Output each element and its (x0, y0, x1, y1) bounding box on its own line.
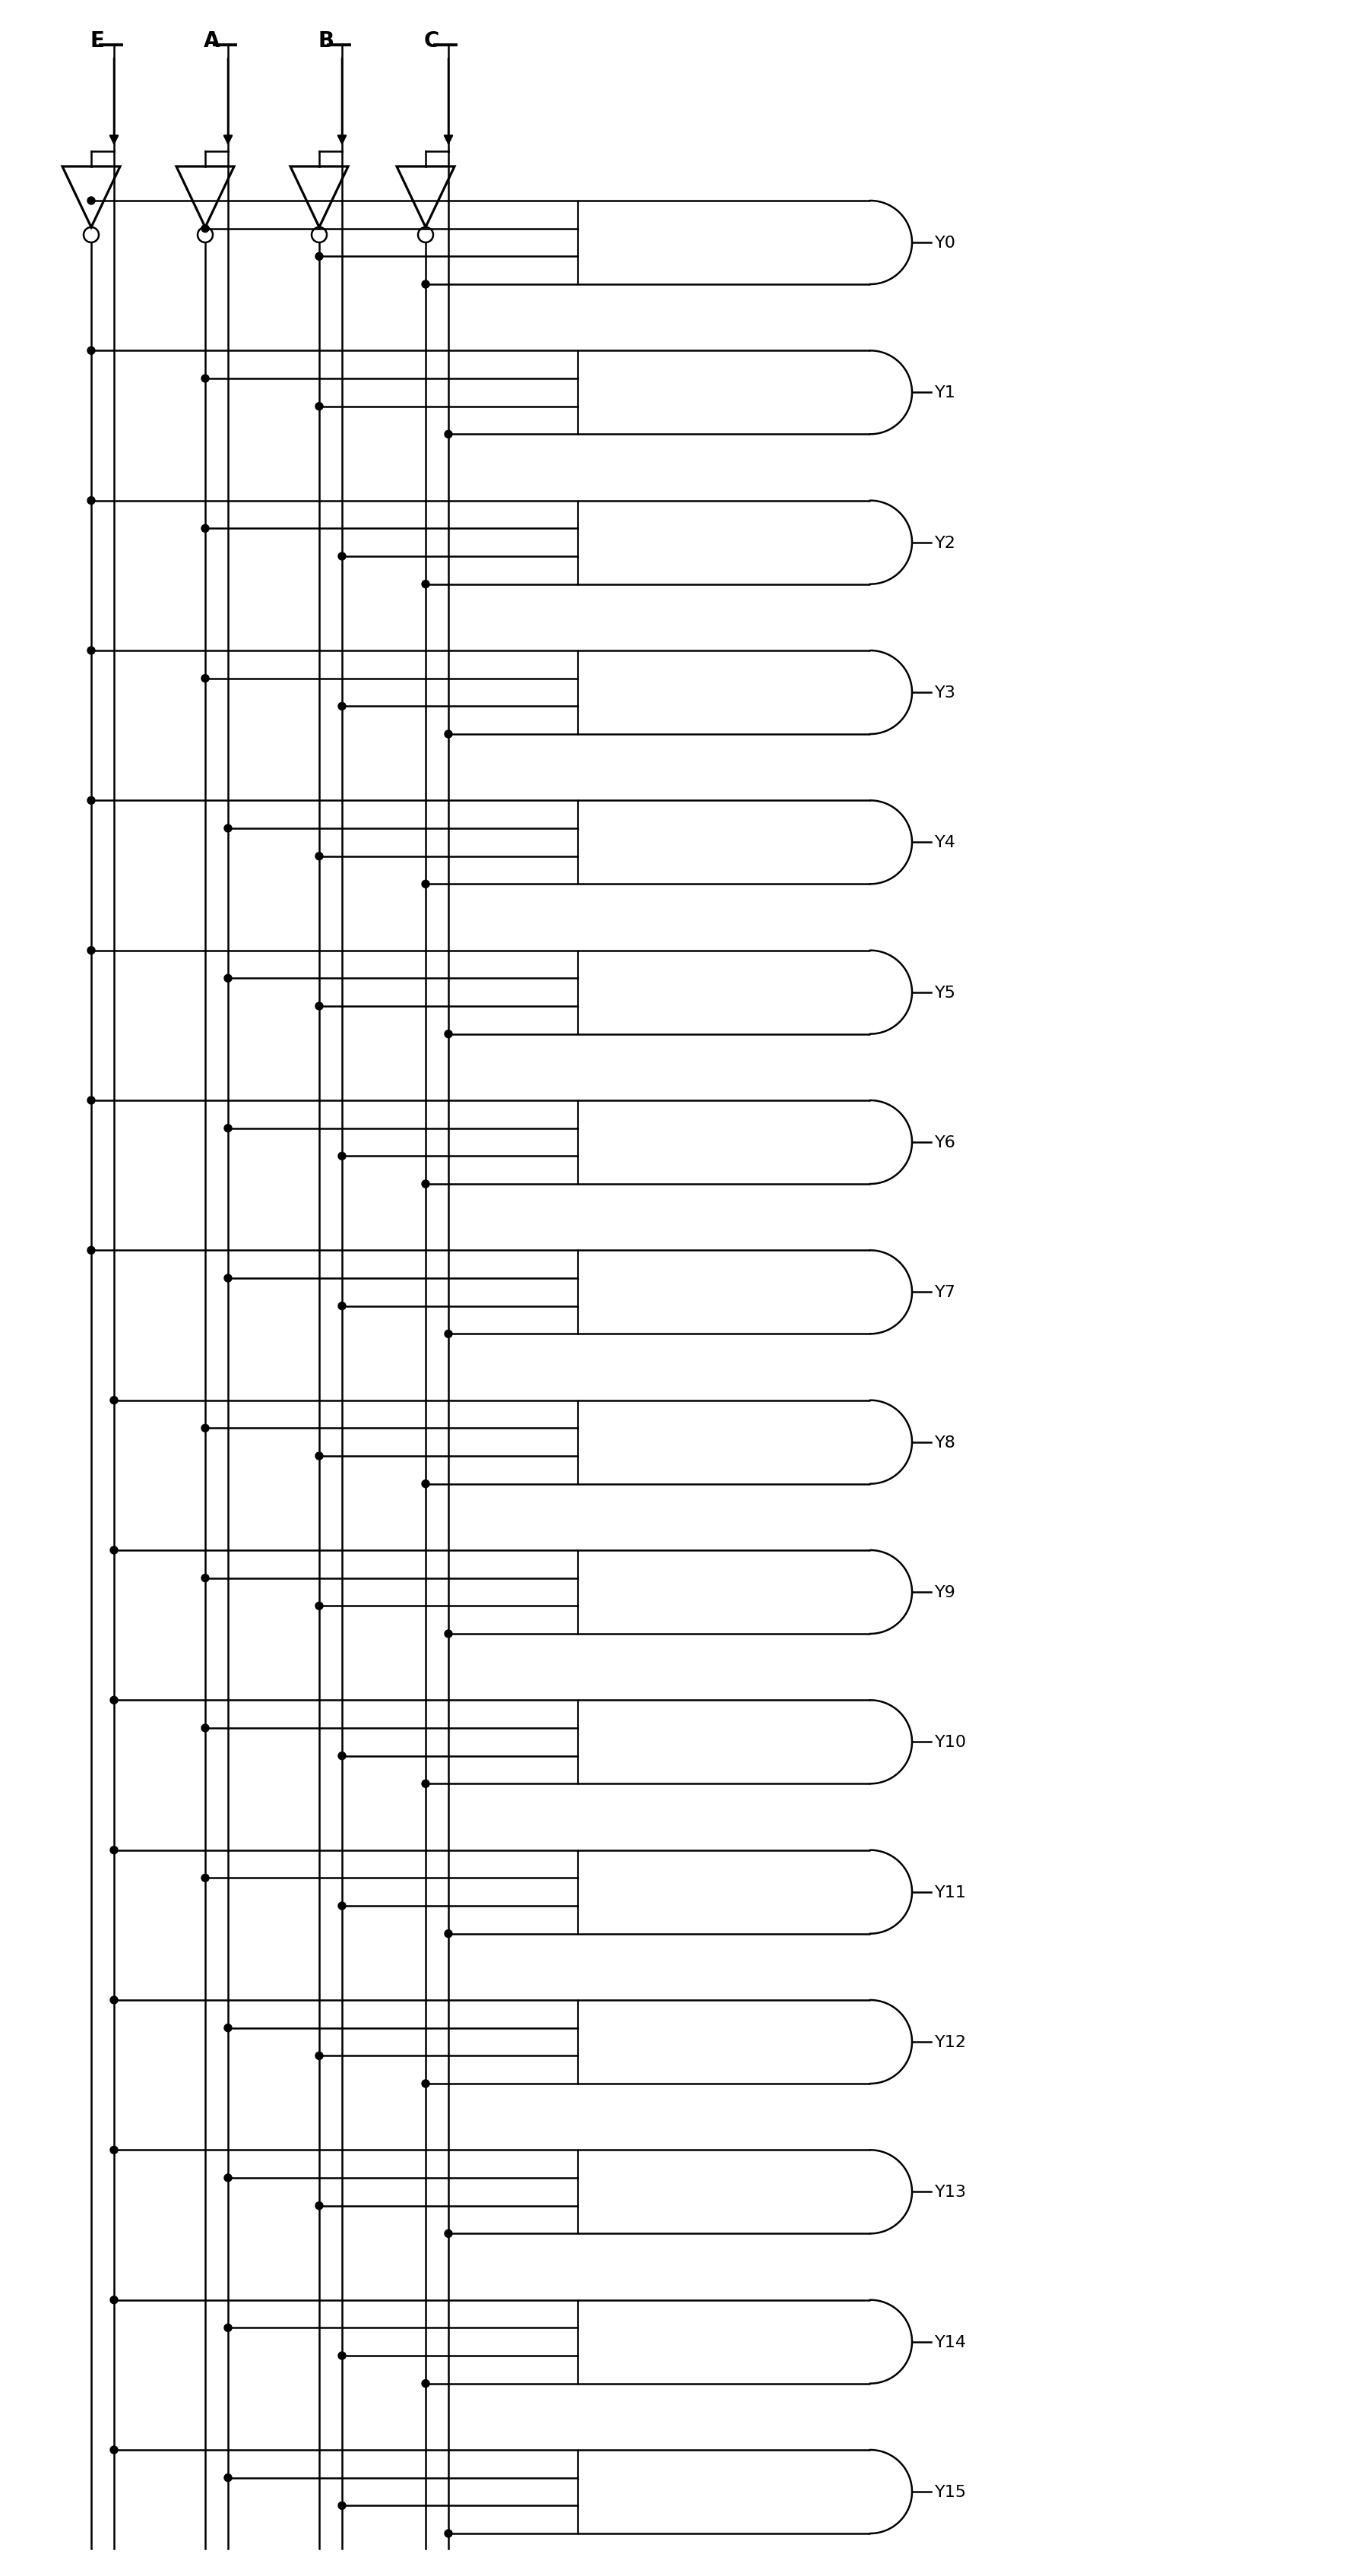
Circle shape (202, 1875, 209, 1883)
Circle shape (87, 497, 96, 505)
Text: Y11: Y11 (935, 1886, 966, 1899)
Text: Y9: Y9 (935, 1584, 956, 1600)
Circle shape (315, 2053, 323, 2061)
Circle shape (110, 1698, 118, 1705)
Circle shape (110, 1396, 118, 1404)
Circle shape (421, 281, 429, 289)
Circle shape (202, 1574, 209, 1582)
Text: Y5: Y5 (935, 984, 956, 999)
Circle shape (444, 732, 452, 739)
Circle shape (87, 796, 96, 804)
Circle shape (444, 1030, 452, 1038)
Circle shape (338, 1303, 346, 1311)
Text: Y4: Y4 (935, 835, 956, 850)
Circle shape (421, 1481, 429, 1489)
Circle shape (225, 1126, 232, 1133)
Circle shape (202, 376, 209, 384)
Circle shape (444, 2231, 452, 2239)
Circle shape (110, 2295, 118, 2303)
Circle shape (444, 430, 452, 438)
Text: Y3: Y3 (935, 685, 956, 701)
Circle shape (87, 647, 96, 654)
Circle shape (315, 1002, 323, 1010)
Circle shape (225, 2174, 232, 2182)
Circle shape (110, 1996, 118, 2004)
Circle shape (202, 675, 209, 683)
Circle shape (225, 1275, 232, 1283)
Text: Y6: Y6 (935, 1136, 956, 1149)
Circle shape (338, 1901, 346, 1909)
Circle shape (315, 252, 323, 260)
Circle shape (444, 1631, 452, 1638)
Circle shape (87, 198, 96, 206)
Circle shape (444, 2530, 452, 2537)
Text: Y0: Y0 (935, 234, 956, 250)
Circle shape (421, 580, 429, 587)
Circle shape (110, 2146, 118, 2154)
Circle shape (315, 2202, 323, 2210)
Circle shape (202, 526, 209, 533)
Circle shape (110, 1847, 118, 1855)
Text: Y15: Y15 (935, 2483, 966, 2499)
Text: Y13: Y13 (935, 2184, 966, 2200)
Text: Y12: Y12 (935, 2035, 966, 2050)
Circle shape (421, 1780, 429, 1788)
Circle shape (421, 2380, 429, 2388)
Text: Y10: Y10 (935, 1734, 966, 1749)
Circle shape (315, 853, 323, 860)
Text: Y1: Y1 (935, 386, 956, 402)
Circle shape (315, 402, 323, 410)
Circle shape (444, 1929, 452, 1937)
Circle shape (338, 1151, 346, 1159)
Circle shape (225, 2473, 232, 2481)
Circle shape (225, 2025, 232, 2032)
Circle shape (110, 1546, 118, 1553)
Circle shape (338, 554, 346, 562)
Circle shape (202, 1425, 209, 1432)
Text: Y8: Y8 (935, 1435, 956, 1450)
Text: Y7: Y7 (935, 1285, 956, 1301)
Circle shape (421, 881, 429, 889)
Circle shape (202, 1723, 209, 1731)
Circle shape (87, 348, 96, 355)
Text: C: C (424, 31, 440, 52)
Circle shape (87, 1247, 96, 1255)
Circle shape (87, 948, 96, 956)
Circle shape (110, 2447, 118, 2455)
Circle shape (338, 703, 346, 711)
Circle shape (315, 1453, 323, 1461)
Circle shape (202, 224, 209, 232)
Text: Y14: Y14 (935, 2334, 966, 2349)
Circle shape (338, 2501, 346, 2509)
Circle shape (421, 2079, 429, 2087)
Circle shape (225, 974, 232, 981)
Circle shape (338, 2352, 346, 2360)
Text: Y2: Y2 (935, 536, 956, 551)
Text: B: B (318, 31, 334, 52)
Circle shape (338, 1752, 346, 1759)
Circle shape (421, 1180, 429, 1188)
Text: E: E (90, 31, 104, 52)
Circle shape (444, 1329, 452, 1337)
Circle shape (87, 1097, 96, 1105)
Circle shape (315, 1602, 323, 1610)
Text: A: A (203, 31, 219, 52)
Circle shape (225, 824, 232, 832)
Circle shape (225, 2324, 232, 2331)
